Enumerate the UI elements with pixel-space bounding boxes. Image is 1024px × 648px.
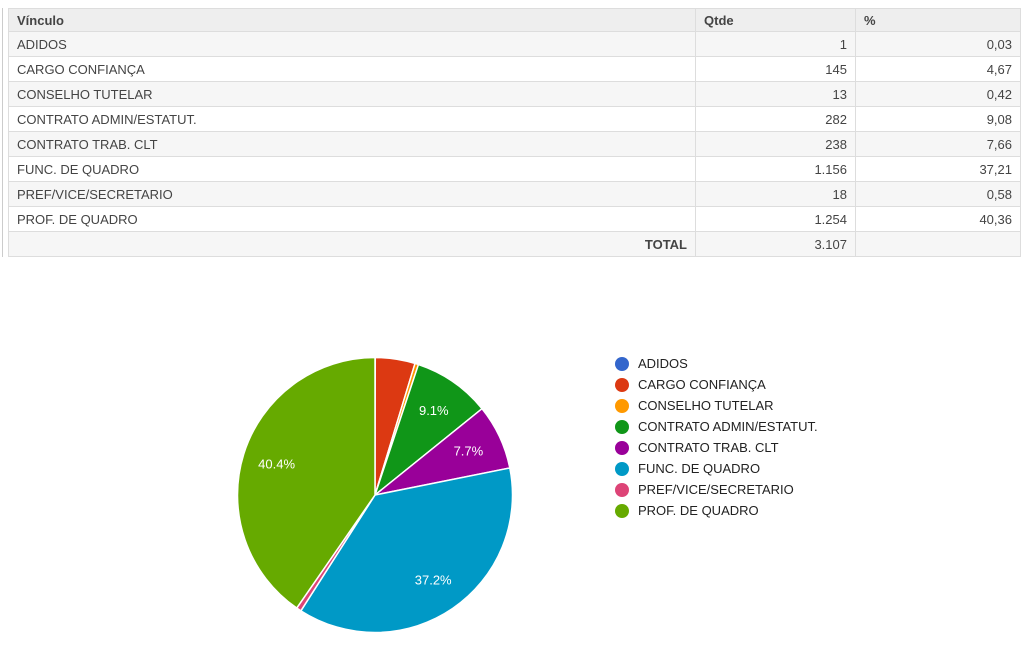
legend-dot-icon [615,356,629,371]
legend-dot-icon [615,419,629,434]
cell-pct: 0,03 [855,31,1021,57]
table-row: CONTRATO ADMIN/ESTATUT. 282 9,08 [8,106,1021,132]
legend-dot-icon [615,503,629,518]
total-label: TOTAL [8,231,696,257]
total-qtde: 3.107 [695,231,856,257]
cell-qtde: 18 [695,181,856,207]
cell-vinculo: CONSELHO TUTELAR [8,81,696,107]
chart-legend: ADIDOS CARGO CONFIANÇA CONSELHO TUTELAR … [615,353,818,521]
table-row: PROF. DE QUADRO 1.254 40,36 [8,206,1021,232]
header-vinculo: Vínculo [8,8,696,32]
legend-dot-icon [615,461,629,476]
pie-slice-label: 7.7% [454,444,484,459]
legend-dot-icon [615,377,629,392]
total-pct [855,231,1021,257]
legend-item[interactable]: ADIDOS [615,353,818,374]
cell-qtde: 13 [695,81,856,107]
legend-label: PROF. DE QUADRO [638,503,759,518]
cell-qtde: 1 [695,31,856,57]
cell-pct: 40,36 [855,206,1021,232]
legend-dot-icon [615,482,629,497]
cell-qtde: 1.156 [695,156,856,182]
legend-dot-icon [615,440,629,455]
legend-label: CARGO CONFIANÇA [638,377,766,392]
cell-vinculo: CONTRATO TRAB. CLT [8,131,696,157]
legend-label: FUNC. DE QUADRO [638,461,761,476]
cell-vinculo: CARGO CONFIANÇA [8,56,696,82]
vinculo-table-container: Vínculo Qtde % ADIDOS 1 0,03 CARGO CONFI… [2,8,1021,257]
cell-pct: 0,58 [855,181,1021,207]
pie-slice-label: 37.2% [415,573,452,588]
legend-label: CONTRATO ADMIN/ESTATUT. [638,419,818,434]
legend-item[interactable]: CONSELHO TUTELAR [615,395,818,416]
table-row: ADIDOS 1 0,03 [8,31,1021,57]
legend-item[interactable]: CONTRATO TRAB. CLT [615,437,818,458]
pie-slice[interactable] [236,356,376,609]
cell-pct: 37,21 [855,156,1021,182]
legend-item[interactable]: PROF. DE QUADRO [615,500,818,521]
table-header-row: Vínculo Qtde % [8,8,1021,32]
legend-item[interactable]: FUNC. DE QUADRO [615,458,818,479]
legend-label: CONTRATO TRAB. CLT [638,440,779,455]
cell-qtde: 238 [695,131,856,157]
legend-item[interactable]: PREF/VICE/SECRETARIO [615,479,818,500]
header-pct: % [855,8,1021,32]
table-row: PREF/VICE/SECRETARIO 18 0,58 [8,181,1021,207]
legend-label: PREF/VICE/SECRETARIO [638,482,794,497]
pie-chart[interactable]: 9.1% 7.7% 37.2% 40.4% [230,350,520,640]
cell-pct: 0,42 [855,81,1021,107]
legend-dot-icon [615,398,629,413]
cell-vinculo: CONTRATO ADMIN/ESTATUT. [8,106,696,132]
legend-label: ADIDOS [638,356,688,371]
cell-pct: 7,66 [855,131,1021,157]
cell-qtde: 282 [695,106,856,132]
table-row: CARGO CONFIANÇA 145 4,67 [8,56,1021,82]
table-row: CONTRATO TRAB. CLT 238 7,66 [8,131,1021,157]
pie-slice-label: 9.1% [419,403,449,418]
legend-label: CONSELHO TUTELAR [638,398,774,413]
legend-item[interactable]: CARGO CONFIANÇA [615,374,818,395]
cell-vinculo: ADIDOS [8,31,696,57]
cell-qtde: 145 [695,56,856,82]
pie-slice[interactable] [300,467,514,634]
cell-vinculo: PROF. DE QUADRO [8,206,696,232]
cell-vinculo: PREF/VICE/SECRETARIO [8,181,696,207]
cell-pct: 9,08 [855,106,1021,132]
cell-pct: 4,67 [855,56,1021,82]
table-row: FUNC. DE QUADRO 1.156 37,21 [8,156,1021,182]
pie-slice[interactable] [374,363,483,496]
table-total-row: TOTAL 3.107 [8,231,1021,257]
legend-item[interactable]: CONTRATO ADMIN/ESTATUT. [615,416,818,437]
cell-qtde: 1.254 [695,206,856,232]
header-qtde: Qtde [695,8,856,32]
pie-slice-label: 40.4% [258,457,295,472]
cell-vinculo: FUNC. DE QUADRO [8,156,696,182]
pie-chart-area: 9.1% 7.7% 37.2% 40.4% ADIDOS CARGO CONFIANÇ… [0,280,1024,648]
table-row: CONSELHO TUTELAR 13 0,42 [8,81,1021,107]
vinculo-table: Vínculo Qtde % ADIDOS 1 0,03 CARGO CONFI… [8,8,1021,257]
